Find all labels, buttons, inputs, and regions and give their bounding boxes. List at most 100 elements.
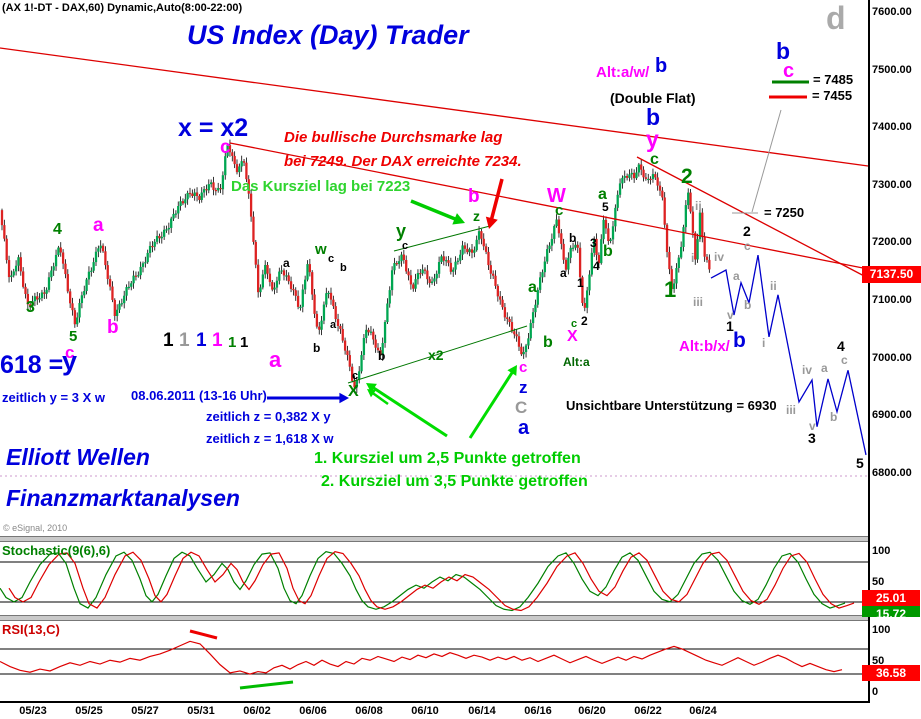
annotation-label: y xyxy=(646,126,659,152)
annotation-label: ii xyxy=(770,279,777,293)
annotation-label: 1 xyxy=(228,334,237,351)
date-axis-label: 06/20 xyxy=(578,705,606,717)
annotation-label: Alt:a xyxy=(563,355,590,369)
annotation-label: (Double Flat) xyxy=(610,90,696,106)
annotation-label: a xyxy=(560,266,567,280)
annotation-label: Alt:a/w/ xyxy=(596,64,650,81)
date-axis-label: 05/23 xyxy=(19,705,47,717)
annotation-label: = 7455 xyxy=(812,88,853,103)
annotation-label: c xyxy=(519,359,528,376)
annotation-label: c xyxy=(650,151,659,168)
price-axis-label: 7300.00 xyxy=(872,178,912,191)
annotation-label: c xyxy=(65,343,75,362)
price-axis-label: 7500.00 xyxy=(872,63,912,76)
annotation-label: 1 xyxy=(726,318,734,334)
annotation-label: 1. Kursziel um 2,5 Punkte getroffen xyxy=(314,450,581,467)
annotation-label: = 7250 xyxy=(764,205,805,220)
annotation-label: C xyxy=(515,398,528,417)
annotation-label: a xyxy=(528,279,537,296)
annotation-label: 4 xyxy=(53,221,62,238)
annotation-label: b xyxy=(107,317,119,338)
annotation-label: w xyxy=(315,241,327,258)
annotation-label: b xyxy=(776,38,791,64)
annotation-label: X xyxy=(567,328,578,345)
annotation-label: b xyxy=(378,349,386,363)
annotation-label: iii xyxy=(693,295,704,309)
annotation-label: c xyxy=(352,370,359,382)
annotation-label: 4 xyxy=(593,259,600,273)
annotation-label: b xyxy=(468,186,480,207)
window-title: (AX 1!-DT - DAX,60) Dynamic,Auto(8:00-22… xyxy=(2,2,243,14)
stoch-scale-label: 100 xyxy=(872,545,891,557)
rsi-scale-label: 0 xyxy=(872,686,879,698)
date-axis-label: 06/08 xyxy=(355,705,383,717)
rsi-indicator-label: RSI(13,C) xyxy=(2,622,60,637)
price-axis-label: 7600.00 xyxy=(872,6,912,18)
annotation-label: iv xyxy=(802,363,813,377)
annotation-label: c xyxy=(402,240,409,252)
annotation-label: Finanzmarktanalysen xyxy=(6,485,240,511)
price-axis-label: 7100.00 xyxy=(872,294,912,306)
annotation-label: 3 xyxy=(590,236,597,250)
date-axis-label: 05/31 xyxy=(187,705,215,717)
annotation-label: a xyxy=(733,269,740,283)
annotation-label: a xyxy=(518,417,530,439)
annotation-label: a xyxy=(269,347,282,372)
price-axis-label: 6800.00 xyxy=(872,466,912,479)
annotation-label: x2 xyxy=(428,347,444,363)
annotation-label: b xyxy=(313,341,321,355)
annotation-label: i xyxy=(691,251,695,265)
price-axis-line[interactable] xyxy=(868,0,870,703)
stochastic-indicator-label: Stochastic(9(6),6) xyxy=(2,543,111,558)
annotation-label: c xyxy=(220,137,231,158)
annotation-label: v xyxy=(727,308,734,322)
annotation-label: 1 xyxy=(664,277,677,302)
rsi-scale-label: 100 xyxy=(872,624,891,636)
annotation-label: 2 xyxy=(681,165,693,188)
stoch-scale-label: 50 xyxy=(872,576,885,588)
annotation-label: 2 xyxy=(581,314,588,328)
annotation-label: c xyxy=(328,253,335,265)
rsi-scale-label: 50 xyxy=(872,655,885,667)
date-axis-label: 05/27 xyxy=(131,705,159,717)
panel-separator[interactable] xyxy=(0,536,870,542)
annotation-label: c xyxy=(744,239,751,253)
date-axis-label: 06/22 xyxy=(634,705,662,717)
annotation-label: b xyxy=(340,262,347,274)
annotation-label: a xyxy=(93,215,104,236)
annotation-label: 1 xyxy=(179,330,190,351)
annotation-label: b xyxy=(603,243,613,260)
annotation-label: 1 xyxy=(163,330,174,351)
time-axis-line[interactable] xyxy=(0,701,870,703)
annotation-label: iv xyxy=(714,250,725,264)
price-axis-label: 7400.00 xyxy=(872,121,912,134)
annotation-label: bei 7249. Der DAX erreichte 7234. xyxy=(284,153,522,170)
annotation-label: c xyxy=(841,353,848,367)
date-axis-label: 06/14 xyxy=(468,705,496,717)
panel-separator[interactable] xyxy=(0,615,870,621)
annotation-label: 1 xyxy=(240,334,249,351)
annotation-label: a xyxy=(330,319,337,331)
annotation-label: b xyxy=(655,55,668,77)
annotation-label: x = x2 xyxy=(178,114,249,142)
annotation-label: 3 xyxy=(26,299,35,316)
price-axis-label: 7000.00 xyxy=(872,351,912,364)
date-axis-label: 06/24 xyxy=(689,705,717,717)
annotation-label: z xyxy=(519,378,528,397)
page-title: US Index (Day) Trader xyxy=(187,20,469,50)
annotation-label: iii xyxy=(786,403,797,417)
annotation-label: 4 xyxy=(837,338,845,354)
annotation-label: 618 = xyxy=(0,351,64,379)
price-axis-label: 7200.00 xyxy=(872,236,912,249)
last-price-badge: 7137.50 xyxy=(862,266,921,283)
annotation-label: 08.06.2011 (13-16 Uhr) xyxy=(131,388,267,403)
annotation-label: Elliott Wellen xyxy=(6,444,150,470)
annotation-label: b xyxy=(830,410,838,424)
annotation-label: v xyxy=(809,419,816,433)
annotation-label: = 7485 xyxy=(813,72,854,87)
annotation-label: a xyxy=(821,361,828,375)
annotation-label: a xyxy=(283,256,290,270)
annotation-label: 2 xyxy=(743,223,751,239)
esignal-watermark: © eSignal, 2010 xyxy=(3,523,68,533)
